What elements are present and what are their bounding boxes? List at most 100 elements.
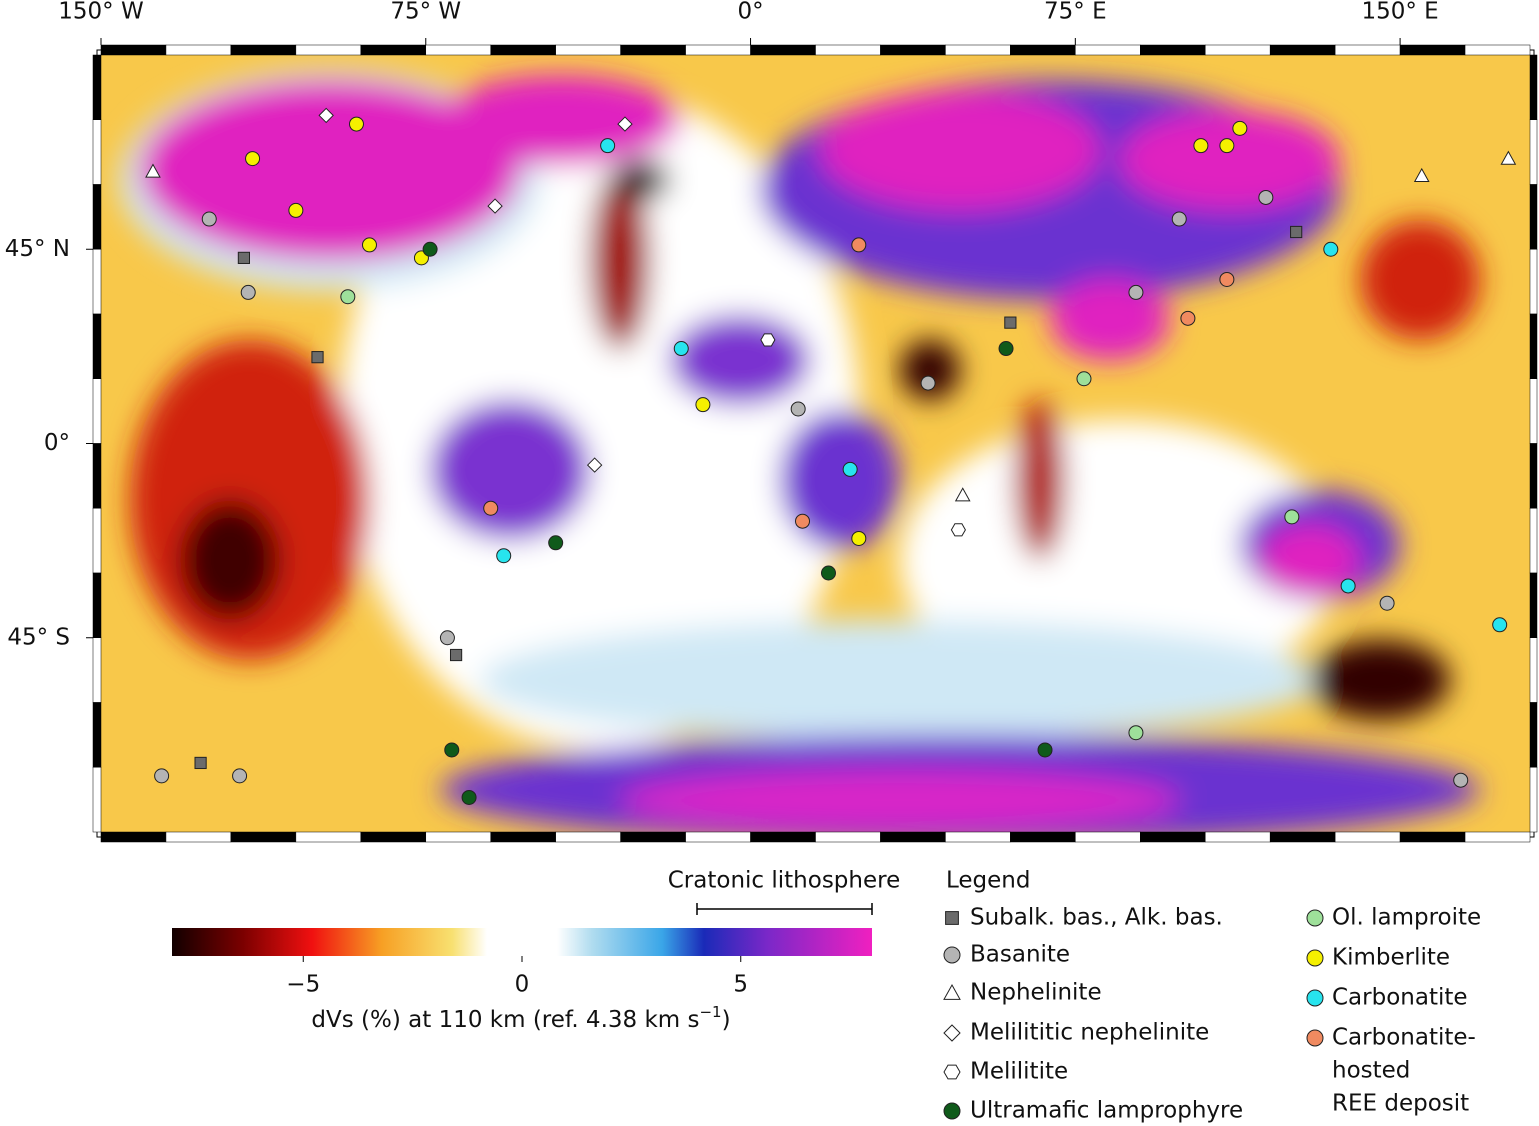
frame-segment (1529, 184, 1538, 250)
colorbar-label-main: dVs (%) at 110 km (ref. 4.38 km s (311, 1007, 699, 1033)
point (617, 116, 633, 132)
point (1219, 138, 1235, 154)
point (496, 548, 512, 564)
point (194, 756, 207, 770)
legend-marker (1306, 989, 1324, 1007)
colorbar (172, 928, 872, 956)
frame-segment (1010, 831, 1076, 843)
point (1232, 120, 1248, 136)
frame-segment (92, 572, 102, 638)
frame-segment (1529, 443, 1538, 509)
point (1171, 211, 1187, 227)
frame-segment (360, 44, 427, 56)
frame-segment (1399, 44, 1466, 56)
legend-label: Carbonatite (1332, 985, 1468, 1011)
frame-segment (1075, 831, 1141, 843)
frame-segment (1529, 508, 1538, 574)
point (790, 401, 806, 417)
legend-marker (945, 911, 959, 925)
colorbar-label-end: ) (722, 1007, 731, 1033)
point (461, 789, 477, 805)
legend-marker (1306, 909, 1324, 927)
point (288, 202, 304, 218)
frame-segment (815, 831, 881, 843)
point (998, 341, 1014, 357)
point (1413, 167, 1430, 182)
legend-label: Nephelinite (970, 980, 1102, 1006)
frame-segment (1010, 44, 1076, 56)
frame-segment (1529, 119, 1538, 185)
point (950, 523, 966, 537)
colorbar-label-sup: −1 (699, 1003, 721, 1021)
frame-segment (1464, 831, 1531, 843)
legend-marker (943, 983, 961, 1000)
x-tick-label: 150° E (1361, 0, 1438, 25)
point (1076, 371, 1092, 387)
y-tick-label: 0° (44, 430, 70, 456)
frame-segment (1529, 702, 1538, 768)
point (439, 630, 455, 646)
frame-segment (360, 831, 427, 843)
frame-segment (1075, 44, 1141, 56)
frame-segment (1269, 831, 1336, 843)
frame-segment (1529, 54, 1538, 120)
point (1037, 742, 1053, 758)
point (444, 742, 460, 758)
point (311, 351, 324, 364)
frame-segment (92, 443, 102, 509)
colorbar-label: dVs (%) at 110 km (ref. 4.38 km s−1) (311, 1003, 730, 1033)
frame-segment (230, 831, 297, 843)
y-tick-label: 45° S (7, 624, 70, 650)
points (145, 107, 1517, 805)
point (237, 251, 251, 264)
point (842, 461, 858, 477)
legend-label: Carbonatite- (1332, 1025, 1476, 1051)
point (820, 565, 836, 581)
point (851, 530, 867, 546)
frame-segment (490, 831, 556, 843)
legend-marker (943, 946, 961, 964)
point (1340, 578, 1356, 594)
point (1290, 225, 1303, 239)
frame-segment (1529, 313, 1538, 379)
frame-segment (620, 44, 686, 56)
point (318, 107, 334, 124)
frame-segment (1529, 378, 1538, 444)
frame-segment (92, 54, 102, 120)
point (145, 163, 161, 178)
legend-label: Ultramafic lamprophyre (970, 1098, 1243, 1124)
frame-segment (92, 702, 102, 768)
legend-title: Legend (946, 868, 1031, 894)
point (340, 289, 356, 305)
frame-segment (1334, 44, 1401, 56)
frame-segment (165, 44, 232, 56)
frame-segment (750, 44, 816, 56)
tomography-map (101, 55, 1530, 832)
legend-label: Kimberlite (1332, 945, 1450, 971)
frame-segment (1529, 249, 1538, 315)
point (201, 211, 217, 227)
legend-label: Ol. lamproite (1332, 905, 1481, 931)
point (920, 375, 936, 391)
legend-marker (1306, 1029, 1324, 1047)
frame-segment (92, 119, 102, 185)
frame-segment (1399, 831, 1466, 843)
point (673, 341, 689, 357)
frame-segment (880, 44, 946, 56)
point (1379, 595, 1395, 611)
frame-segment (425, 44, 491, 56)
point (348, 116, 364, 132)
point (1004, 316, 1017, 329)
frame-segment (685, 831, 751, 843)
point (1193, 138, 1209, 154)
frame-segment (1140, 44, 1206, 56)
frame-segment (490, 44, 556, 56)
x-tick-label: 75° W (390, 0, 461, 25)
frame-segment (1529, 767, 1538, 833)
legend-label: Melilititic nephelinite (970, 1020, 1209, 1046)
legend-label: Melilitite (970, 1059, 1068, 1085)
point (154, 768, 170, 784)
point (1219, 271, 1235, 287)
frame-segment (92, 767, 102, 833)
